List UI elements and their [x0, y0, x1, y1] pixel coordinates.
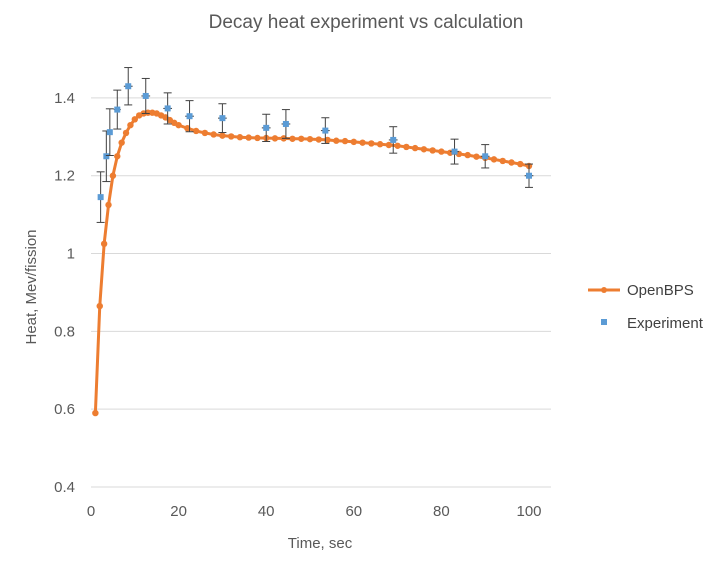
legend-openbps-label: OpenBPS — [627, 282, 694, 299]
x-tick-label-1: 20 — [170, 503, 187, 520]
experiment-point-10 — [282, 120, 289, 127]
experiment-point-0 — [97, 194, 104, 201]
openbps-point — [122, 129, 130, 137]
experiment-point-13 — [451, 148, 458, 155]
experiment-point-2 — [106, 129, 113, 136]
x-tick-label-5: 100 — [516, 503, 541, 520]
experiment-point-8 — [219, 115, 226, 122]
experiment-point-14 — [482, 153, 489, 160]
x-axis-title: Time, sec — [288, 535, 353, 552]
openbps-point — [298, 135, 305, 142]
openbps-point — [144, 109, 152, 116]
openbps-point — [118, 139, 125, 146]
experiment-point-5 — [142, 92, 149, 99]
y-axis-ticks: 0.4 0.6 0.8 1 1.2 1.4 — [54, 90, 75, 496]
openbps-point — [289, 135, 296, 142]
openbps-point — [359, 139, 366, 146]
chart-title: Decay heat experiment vs calculation — [209, 12, 524, 33]
openbps-point — [254, 134, 261, 142]
openbps-point — [315, 136, 322, 143]
y-tick-label-0: 0.4 — [54, 479, 75, 496]
openbps-point — [105, 201, 112, 209]
openbps-point — [490, 156, 498, 163]
legend-item-experiment: Experiment — [601, 315, 704, 332]
y-axis-title: Heat, Mev/fission — [23, 229, 40, 344]
experiment-point-1 — [103, 153, 110, 160]
legend-experiment-label: Experiment — [627, 315, 704, 332]
openbps-point — [438, 148, 445, 155]
legend-openbps-marker — [601, 287, 607, 293]
legend-experiment-marker — [601, 319, 607, 325]
experiment-point-7 — [186, 113, 193, 120]
openbps-point — [473, 153, 480, 160]
x-tick-label-3: 60 — [345, 503, 362, 520]
experiment-point-9 — [263, 124, 270, 131]
openbps-point — [420, 146, 428, 153]
openbps-point — [411, 144, 419, 152]
openbps-line — [93, 111, 530, 414]
x-tick-label-0: 0 — [87, 503, 95, 520]
openbps-point — [517, 160, 524, 168]
openbps-point — [368, 140, 375, 147]
y-tick-label-2: 0.8 — [54, 323, 75, 340]
y-tick-label-1: 0.6 — [54, 401, 75, 418]
experiment-point-6 — [164, 105, 171, 112]
openbps-point — [306, 135, 314, 143]
openbps-point — [210, 131, 217, 138]
openbps-point — [403, 143, 410, 151]
openbps-point — [341, 137, 349, 145]
openbps-point — [92, 409, 99, 417]
series-experiment — [96, 67, 534, 223]
experiment-point-4 — [125, 83, 132, 90]
x-tick-label-2: 40 — [258, 503, 275, 520]
openbps-point — [114, 153, 121, 160]
openbps-point — [245, 134, 252, 141]
openbps-point — [350, 138, 357, 146]
openbps-point — [227, 133, 235, 140]
experiment-point-12 — [390, 136, 397, 143]
experiment-point-3 — [114, 106, 121, 113]
openbps-point — [271, 135, 279, 142]
series-openbps — [92, 109, 533, 417]
openbps-point — [192, 127, 200, 135]
y-tick-label-5: 1.4 — [54, 90, 75, 107]
openbps-point — [499, 157, 506, 165]
legend-item-openbps: OpenBPS — [588, 282, 694, 299]
openbps-point — [96, 302, 103, 310]
x-tick-label-4: 80 — [433, 503, 450, 520]
openbps-point — [131, 116, 138, 123]
openbps-point — [333, 137, 340, 144]
openbps-point — [109, 172, 117, 179]
openbps-point — [175, 121, 182, 129]
openbps-point — [127, 121, 134, 129]
experiment-point-15 — [526, 172, 532, 179]
openbps-point — [100, 240, 108, 248]
openbps-point — [219, 132, 226, 139]
openbps-point — [201, 129, 209, 137]
openbps-point — [394, 142, 401, 149]
y-tick-label-4: 1.2 — [54, 168, 75, 185]
legend: OpenBPS Experiment — [588, 282, 704, 332]
openbps-point — [385, 141, 393, 149]
openbps-point — [508, 159, 515, 166]
x-axis-ticks: 0 20 40 60 80 100 — [87, 503, 542, 520]
experiment-point-11 — [322, 127, 329, 134]
y-tick-label-3: 1 — [67, 246, 75, 263]
openbps-point — [376, 141, 384, 148]
openbps-point — [464, 151, 471, 159]
openbps-point — [324, 136, 331, 144]
openbps-point — [236, 134, 244, 141]
openbps-point — [429, 147, 436, 154]
openbps-point — [184, 125, 191, 132]
